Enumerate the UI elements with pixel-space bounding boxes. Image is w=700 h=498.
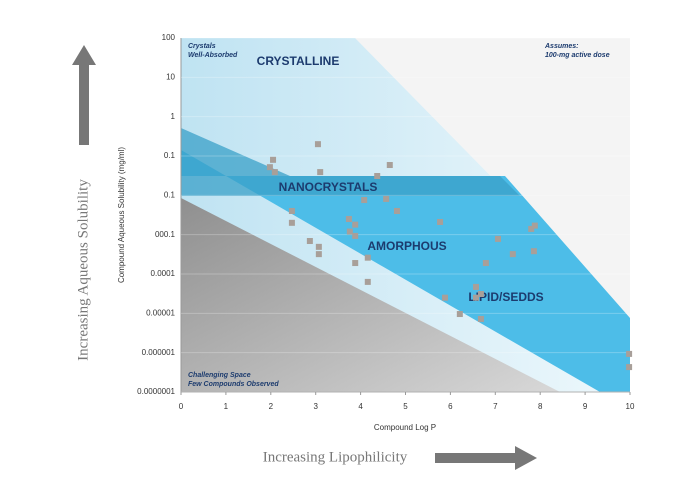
x-tick-label: 2 [269, 402, 274, 411]
point [386, 162, 393, 169]
point [266, 164, 273, 171]
x-tick-label: 3 [313, 402, 318, 411]
point [509, 251, 516, 258]
y-axis-label: Compound Aqueous Solubility (mg/ml) [117, 147, 126, 283]
point [442, 294, 449, 301]
x-tick-label: 1 [224, 402, 229, 411]
y-tick-label: 100 [162, 33, 176, 42]
point [383, 195, 390, 202]
point [288, 207, 295, 214]
annotation: NANOCRYSTALS [279, 180, 378, 194]
point [472, 283, 479, 290]
nanocrystal-region [181, 128, 520, 196]
point [361, 197, 368, 204]
right-arrow [435, 446, 537, 470]
point [352, 260, 359, 267]
point [364, 254, 371, 261]
annotation: LIPID/SEDDS [468, 290, 543, 304]
side-label-x: Increasing Lipophilicity [263, 449, 408, 465]
y-tick-label: 1 [171, 112, 176, 121]
point [288, 219, 295, 226]
point [352, 232, 359, 239]
x-tick-label: 10 [626, 402, 635, 411]
x-tick-label: 4 [358, 402, 363, 411]
x-tick-label: 7 [493, 402, 498, 411]
y-tick-label: 0.1 [164, 151, 176, 160]
annotation: Few Compounds Observed [188, 381, 279, 388]
x-tick-label: 0 [179, 402, 184, 411]
annotation: Well-Absorbed [188, 52, 238, 59]
point [477, 291, 484, 298]
x-axis-label: Compound Log P [374, 423, 436, 432]
point [626, 364, 633, 371]
point [626, 350, 633, 357]
annotation: Crystals [188, 43, 216, 50]
y-tick-label: 0.000001 [142, 348, 176, 357]
point [456, 311, 463, 318]
y-tick-label: 0.0000001 [137, 387, 175, 396]
y-tick-label: 0.00001 [146, 308, 175, 317]
point [393, 207, 400, 214]
point [306, 238, 313, 245]
point [528, 225, 535, 232]
point [494, 235, 501, 242]
x-tick-label: 5 [403, 402, 408, 411]
point [271, 169, 278, 176]
x-tick-label: 9 [583, 402, 588, 411]
annotation: Challenging Space [188, 372, 251, 379]
point [482, 260, 489, 267]
annotation: Assumes: [544, 43, 578, 50]
point [270, 156, 277, 163]
y-tick-label: 10 [166, 72, 175, 81]
point [315, 251, 322, 258]
annotation: 100-mg active dose [545, 52, 610, 59]
up-arrow [72, 45, 96, 145]
side-label-y: Increasing Aqueous Solubility [75, 179, 91, 361]
point [315, 243, 322, 250]
point [345, 216, 352, 223]
challenging-region [181, 198, 560, 392]
point [346, 228, 353, 235]
point [472, 294, 479, 301]
y-tick-label: 000.1 [155, 230, 176, 239]
point [314, 141, 321, 148]
x-tick-label: 6 [448, 402, 453, 411]
point [437, 218, 444, 225]
annotation: CRYSTALLINE [257, 54, 340, 68]
point [317, 169, 324, 176]
point [530, 248, 537, 255]
point [352, 221, 359, 228]
x-tick-label: 8 [538, 402, 543, 411]
point [364, 278, 371, 285]
point [531, 222, 538, 229]
y-tick-label: 0.1 [164, 190, 176, 199]
point [374, 173, 381, 180]
annotation: AMORPHOUS [367, 239, 446, 253]
y-tick-label: 0.0001 [151, 269, 176, 278]
point [477, 315, 484, 322]
